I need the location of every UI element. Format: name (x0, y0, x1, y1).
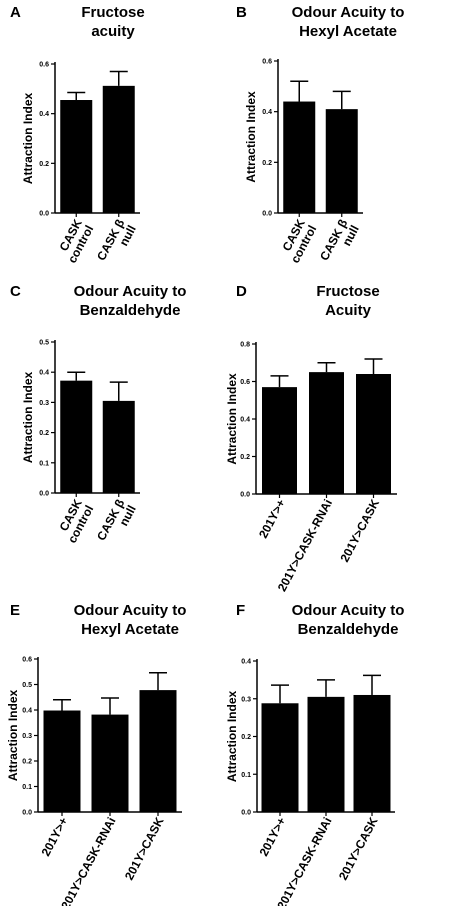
y-tick-label: 0.1 (22, 784, 32, 791)
y-tick-label: 0.4 (39, 111, 49, 118)
chart-title: Fructose Acuity (316, 283, 379, 319)
chart-title: Odour Acuity to Hexyl Acetate (292, 4, 405, 40)
x-tick-label: CASKcontrol (53, 497, 96, 546)
y-tick-label: 0.2 (22, 759, 32, 766)
x-tick-label: CASKcontrol (276, 217, 319, 266)
y-tick-label: 0.2 (39, 161, 49, 168)
bar (43, 710, 81, 812)
panel-letter: A (10, 4, 21, 21)
x-tick-label: 201Y>CASK-RNAi (58, 815, 118, 906)
y-tick-label: 0.2 (240, 454, 250, 461)
panel-letter: F (236, 602, 245, 619)
y-tick-label: 0.1 (241, 772, 251, 779)
panel-a: A Fructose acuity Attraction Index 0.0 0.2 0.4… (10, 4, 145, 269)
bar (139, 690, 177, 812)
y-axis-label: Attraction Index (21, 372, 35, 464)
panel-e: E Odour Acuity to Hexyl Acetate Attraction … (6, 602, 186, 906)
chart-title: Fructose acuity (81, 4, 144, 40)
bar (325, 109, 358, 213)
bar (261, 703, 299, 812)
y-tick-label: 0.3 (241, 696, 251, 703)
y-tick-label: 0.0 (240, 492, 250, 499)
x-tick-label: 201Y>CASK (336, 815, 381, 883)
bar (353, 694, 391, 812)
y-tick-label: 0.4 (240, 417, 250, 424)
y-tick-label: 0.2 (39, 430, 49, 437)
x-tick-label: CASK βnull (94, 497, 139, 549)
y-tick-label: 0.2 (241, 734, 251, 741)
bar (262, 387, 297, 494)
bar (309, 372, 344, 494)
y-axis-label: Attraction Index (244, 91, 258, 183)
y-tick-label: 0.0 (39, 211, 49, 218)
y-tick-label: 0.6 (22, 657, 32, 664)
y-tick-label: 0.0 (262, 211, 272, 218)
x-tick-label: 201Y>+ (39, 815, 71, 859)
bar (102, 85, 135, 213)
y-tick-label: 0.6 (39, 62, 49, 69)
bar (91, 714, 129, 812)
y-tick-label: 0.6 (240, 379, 250, 386)
panel-d: D Fructose Acuity Attraction Index 0.0 0.2 0.4… (225, 283, 397, 594)
y-tick-label: 0.1 (39, 460, 49, 467)
x-tick-label: CASK βnull (317, 217, 362, 269)
panel-b: B Odour Acuity to Hexyl Acetate Attraction … (236, 4, 405, 269)
panel-letter: E (10, 602, 20, 619)
y-axis-label: Attraction Index (225, 373, 239, 465)
x-tick-label: CASKcontrol (53, 217, 96, 266)
panel-letter: C (10, 283, 21, 300)
y-tick-label: 0.3 (22, 733, 32, 740)
panel-letter: D (236, 283, 247, 300)
x-tick-label: 201Y>CASK (122, 815, 167, 883)
bar (60, 100, 93, 213)
y-tick-label: 0.0 (241, 810, 251, 817)
y-tick-label: 0.5 (39, 340, 49, 347)
y-tick-label: 0.4 (39, 370, 49, 377)
y-tick-label: 0.0 (22, 810, 32, 817)
y-axis-label: Attraction Index (6, 690, 20, 782)
x-tick-label: 201Y>+ (256, 497, 288, 541)
x-tick-label: CASK βnull (94, 217, 139, 269)
y-tick-label: 0.3 (39, 400, 49, 407)
y-tick-label: 0.4 (22, 708, 32, 715)
x-tick-label: 201Y>+ (257, 815, 289, 859)
chart-title: Odour Acuity to Hexyl Acetate (74, 602, 187, 638)
y-tick-label: 0.8 (240, 342, 250, 349)
bar (102, 400, 135, 493)
panel-c: C Odour Acuity to Benzaldehyde Attraction I… (10, 283, 187, 549)
bar (283, 101, 316, 213)
y-tick-label: 0.2 (262, 160, 272, 167)
chart-title: Odour Acuity to Benzaldehyde (292, 602, 405, 638)
y-tick-label: 0.6 (262, 59, 272, 66)
panel-letter: B (236, 4, 247, 21)
bar (307, 696, 345, 812)
y-axis-label: Attraction Index (225, 691, 239, 783)
y-tick-label: 0.0 (39, 491, 49, 498)
x-tick-label: 201Y>CASK (337, 497, 382, 565)
y-tick-label: 0.4 (241, 659, 251, 666)
panel-f: F Odour Acuity to Benzaldehyde Attraction I… (225, 602, 404, 906)
chart-title: Odour Acuity to Benzaldehyde (74, 283, 187, 319)
bar (356, 374, 391, 494)
y-tick-label: 0.4 (262, 109, 272, 116)
y-tick-label: 0.5 (22, 682, 32, 689)
bar (60, 380, 93, 493)
y-axis-label: Attraction Index (21, 93, 35, 185)
